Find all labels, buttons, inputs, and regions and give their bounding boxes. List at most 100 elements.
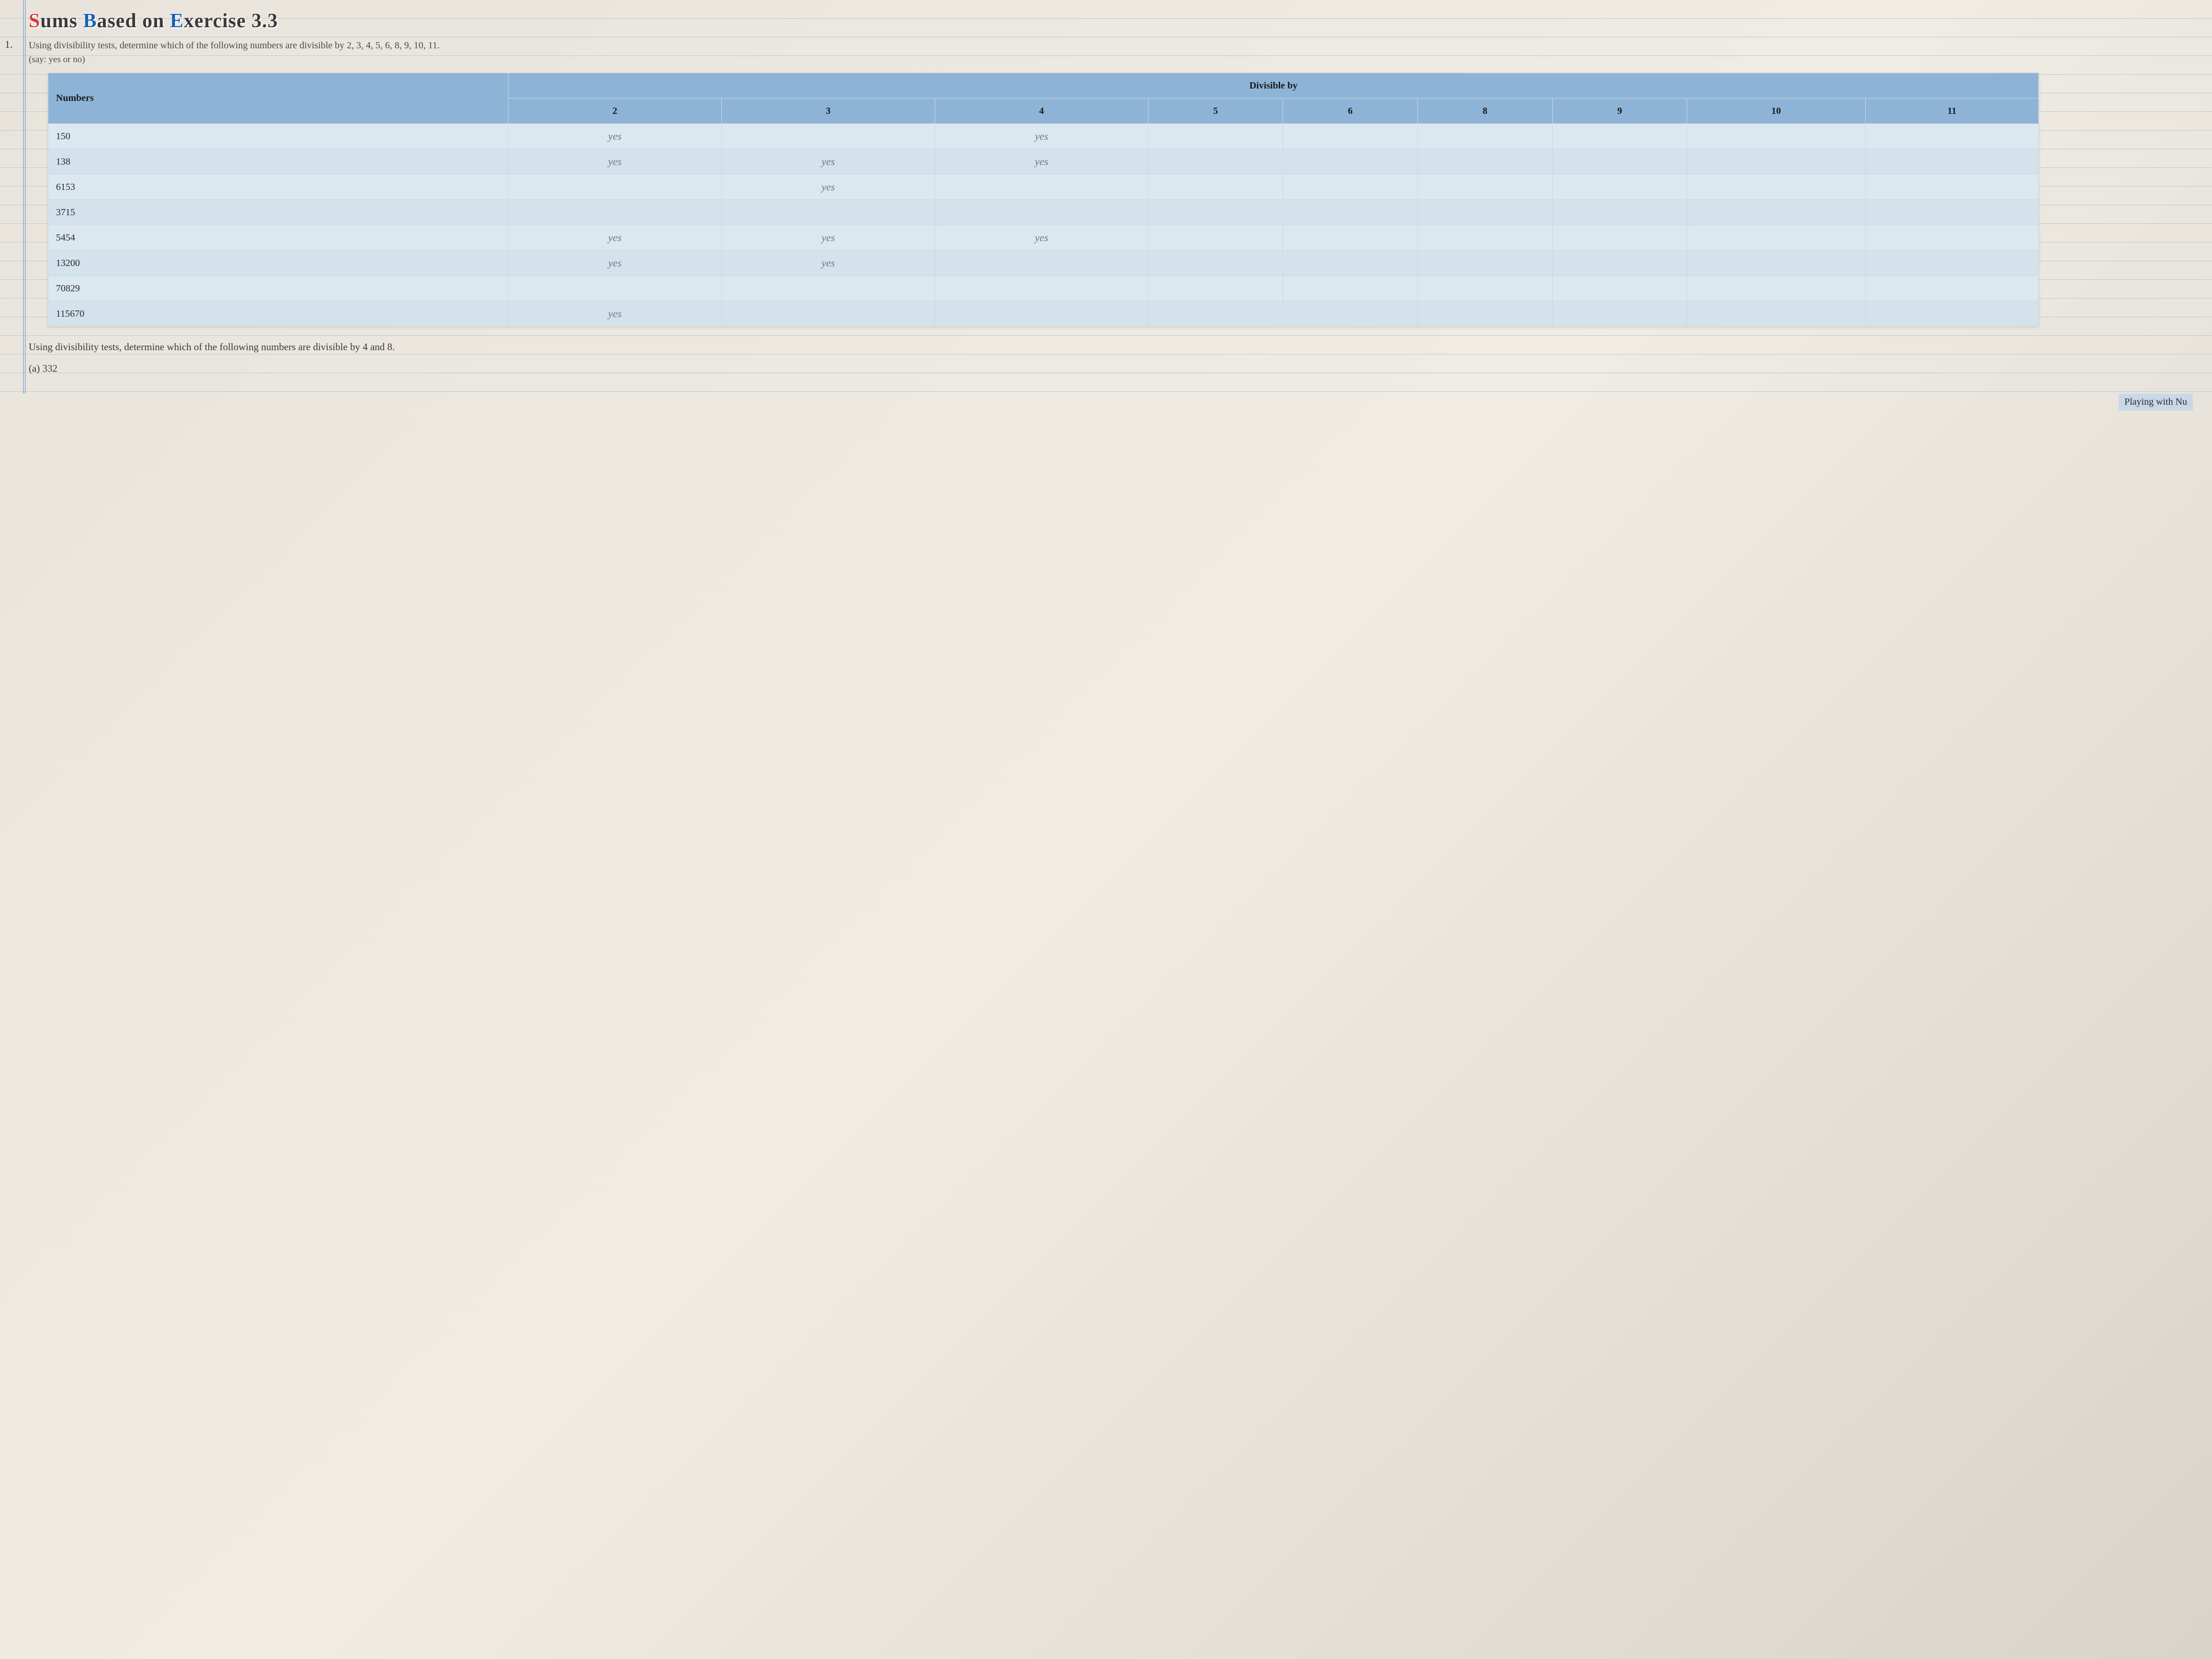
answer-cell — [935, 301, 1148, 327]
answer-cell — [1417, 225, 1552, 251]
answer-cell — [935, 276, 1148, 301]
answer-cell — [1417, 251, 1552, 276]
answer-cell — [1552, 175, 1687, 200]
table-body: 150 yes yes 138 yes yes yes 6153 yes 37155454 yes y… — [48, 124, 2039, 327]
answer-cell — [1687, 301, 1865, 327]
answer-cell — [1148, 124, 1283, 149]
col-head-11: 11 — [1865, 99, 2039, 124]
col-head-divisible-by: Divisible by — [508, 73, 2038, 99]
number-cell: 13200 — [48, 251, 509, 276]
table-row: 138 yes yes yes — [48, 149, 2039, 175]
answer-cell — [1552, 225, 1687, 251]
answer-cell — [1865, 175, 2039, 200]
answer-cell: yes — [508, 251, 721, 276]
answer-cell — [1417, 124, 1552, 149]
table-row: 13200 yes yes — [48, 251, 2039, 276]
answer-cell — [1148, 200, 1283, 225]
number-cell: 70829 — [48, 276, 509, 301]
answer-cell — [721, 124, 935, 149]
col-head-numbers: Numbers — [48, 73, 509, 124]
col-head-10: 10 — [1687, 99, 1865, 124]
handwritten-answer: yes — [608, 155, 621, 167]
col-head-2: 2 — [508, 99, 721, 124]
number-cell: 6153 — [48, 175, 509, 200]
answer-cell — [1865, 276, 2039, 301]
answer-cell: yes — [935, 149, 1148, 175]
col-head-6: 6 — [1283, 99, 1418, 124]
answer-cell — [1687, 276, 1865, 301]
handwritten-answer: yes — [821, 232, 835, 243]
question-1-subtext: (say: yes or no) — [29, 55, 2193, 65]
heading-part2: ased on — [97, 10, 170, 32]
page-footer: Playing with Nu — [2119, 394, 2193, 410]
heading-letter-b: B — [83, 10, 97, 32]
handwritten-answer: yes — [1035, 155, 1048, 167]
answer-cell — [1687, 251, 1865, 276]
number-cell: 138 — [48, 149, 509, 175]
answer-cell — [1283, 175, 1418, 200]
answer-cell — [935, 175, 1148, 200]
answer-cell — [508, 200, 721, 225]
answer-cell — [1417, 175, 1552, 200]
answer-cell — [1417, 149, 1552, 175]
question-2-option-a: (a) 332 — [29, 363, 2193, 375]
handwritten-answer: yes — [608, 257, 621, 269]
answer-cell — [1417, 276, 1552, 301]
handwritten-answer: yes — [608, 232, 621, 243]
answer-cell — [1148, 149, 1283, 175]
number-cell: 115670 — [48, 301, 509, 327]
heading-part3: xercise 3.3 — [184, 10, 278, 32]
answer-cell: yes — [508, 124, 721, 149]
col-head-8: 8 — [1417, 99, 1552, 124]
answer-cell — [1417, 301, 1552, 327]
number-cell: 150 — [48, 124, 509, 149]
table-row: 6153 yes — [48, 175, 2039, 200]
table-row: 5454 yes yes yes — [48, 225, 2039, 251]
question-1-text: Using divisibility tests, determine whic… — [29, 38, 2193, 53]
col-head-5: 5 — [1148, 99, 1283, 124]
number-cell: 5454 — [48, 225, 509, 251]
table-header-row-1: Numbers Divisible by — [48, 73, 2039, 99]
section-heading: Sums Based on Exercise 3.3 — [29, 10, 2193, 33]
answer-cell — [508, 276, 721, 301]
answer-cell — [1283, 200, 1418, 225]
answer-cell — [1283, 124, 1418, 149]
answer-cell: yes — [721, 251, 935, 276]
answer-cell — [1552, 200, 1687, 225]
handwritten-answer: yes — [821, 257, 835, 269]
answer-cell — [1687, 149, 1865, 175]
col-head-4: 4 — [935, 99, 1148, 124]
answer-cell — [508, 175, 721, 200]
heading-letter-e: E — [170, 10, 184, 32]
answer-cell — [1148, 276, 1283, 301]
col-head-3: 3 — [721, 99, 935, 124]
answer-cell — [1552, 301, 1687, 327]
answer-cell: yes — [935, 225, 1148, 251]
answer-cell: yes — [721, 149, 935, 175]
answer-cell — [1865, 200, 2039, 225]
handwritten-answer: yes — [608, 130, 621, 142]
answer-cell — [1687, 175, 1865, 200]
answer-cell — [721, 276, 935, 301]
answer-cell — [1283, 251, 1418, 276]
handwritten-answer: yes — [821, 181, 835, 193]
answer-cell — [1417, 200, 1552, 225]
number-cell: 3715 — [48, 200, 509, 225]
answer-cell — [1687, 124, 1865, 149]
answer-cell — [1148, 225, 1283, 251]
question-number-1: 1. — [5, 38, 13, 51]
table-row: 70829 — [48, 276, 2039, 301]
answer-cell — [1687, 225, 1865, 251]
question-2-text: Using divisibility tests, determine whic… — [29, 341, 2193, 353]
answer-cell — [1552, 149, 1687, 175]
answer-cell — [1283, 225, 1418, 251]
answer-cell: yes — [721, 175, 935, 200]
answer-cell — [1148, 175, 1283, 200]
answer-cell — [1283, 301, 1418, 327]
answer-cell — [1552, 251, 1687, 276]
answer-cell: yes — [721, 225, 935, 251]
answer-cell — [1283, 149, 1418, 175]
handwritten-answer: yes — [1035, 130, 1048, 142]
handwritten-answer: yes — [821, 155, 835, 167]
divisibility-table: Numbers Divisible by 2 3 4 5 6 8 9 10 11… — [48, 73, 2039, 327]
